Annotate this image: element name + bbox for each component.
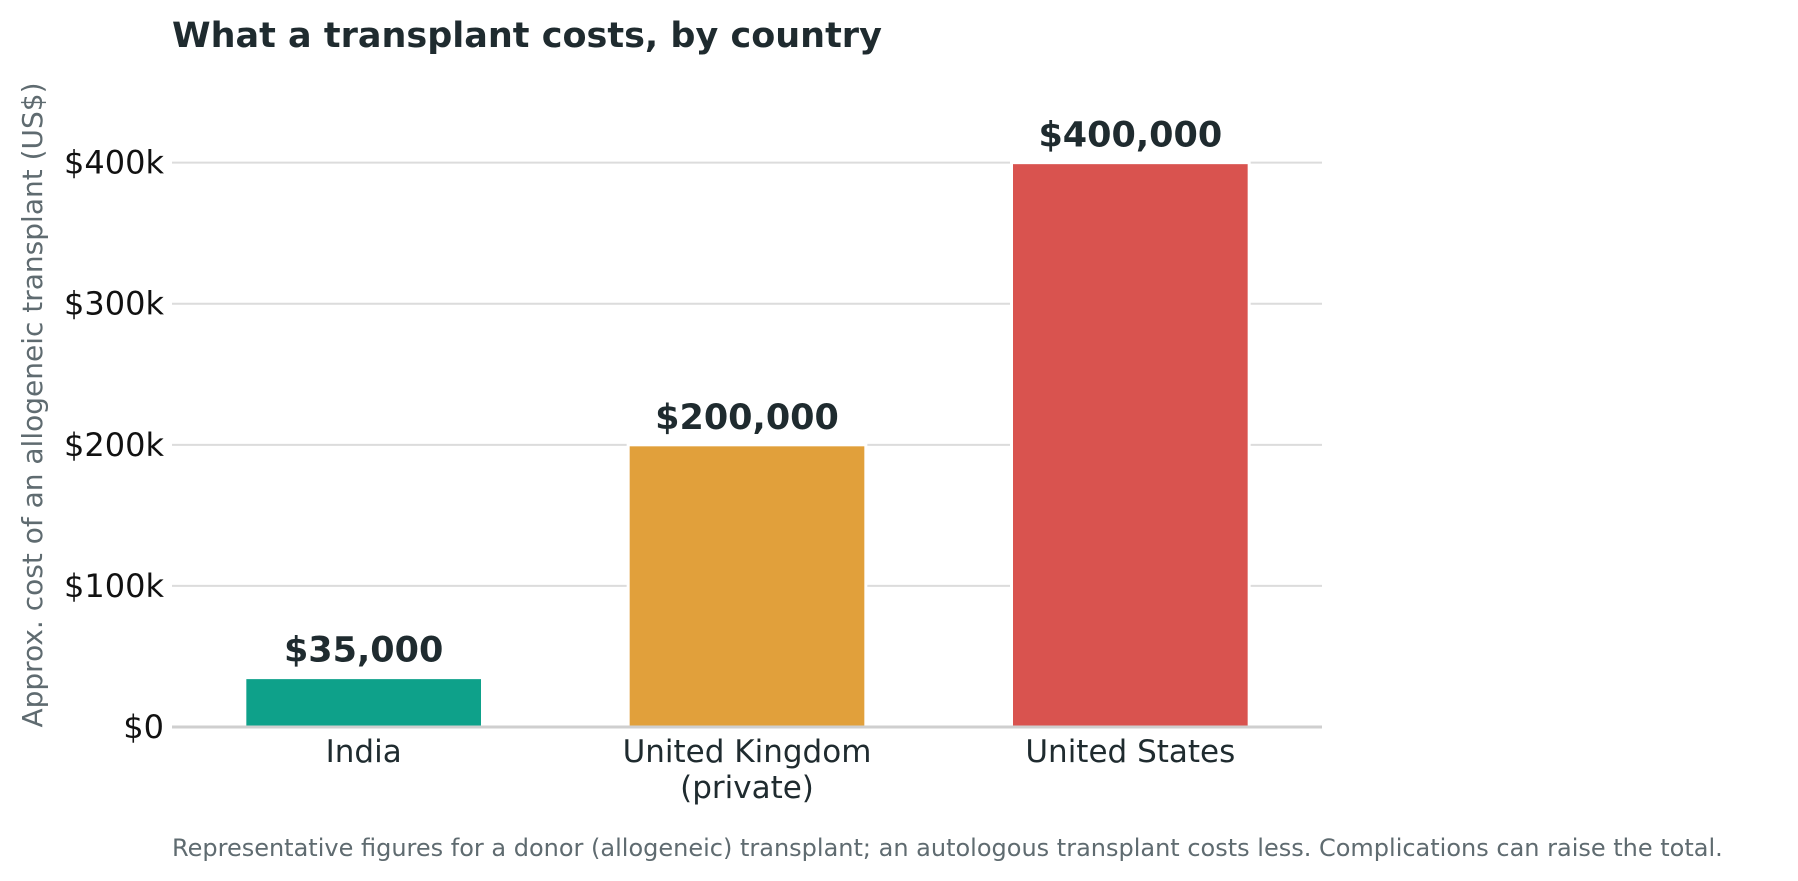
footnote: Representative figures for a donor (allo…: [172, 834, 1723, 862]
bar: [1010, 161, 1251, 729]
x-tick-label-line: United States: [1025, 734, 1235, 770]
x-tick-label-line: India: [326, 734, 402, 770]
x-tick-label: United States: [1025, 734, 1235, 770]
x-tick-label-line: (private): [680, 770, 814, 806]
bar: [243, 676, 484, 729]
data-label: $400,000: [1038, 116, 1222, 156]
x-tick-label-line: United Kingdom: [623, 734, 872, 770]
y-tick-label: $100k: [64, 567, 164, 605]
chart-title: What a transplant costs, by country: [172, 16, 882, 56]
x-tick-label: India: [326, 734, 402, 770]
y-tick-label: $200k: [64, 426, 164, 464]
y-tick-label: $300k: [64, 285, 164, 323]
y-tick-label: $0: [123, 708, 164, 746]
data-label: $35,000: [284, 631, 443, 671]
bar: [626, 443, 868, 729]
y-tick-label: $400k: [64, 144, 164, 182]
data-label: $200,000: [655, 398, 839, 438]
y-axis-label: Approx. cost of an allogeneic transplant…: [16, 82, 49, 727]
y-tick-labels: $0 $100k $200k $300k $400k: [64, 144, 164, 746]
x-tick-labels: India United Kingdom (private) United State…: [326, 734, 1236, 806]
x-tick-label: United Kingdom (private): [623, 734, 872, 806]
data-labels: $35,000 $200,000 $400,000: [284, 116, 1222, 671]
